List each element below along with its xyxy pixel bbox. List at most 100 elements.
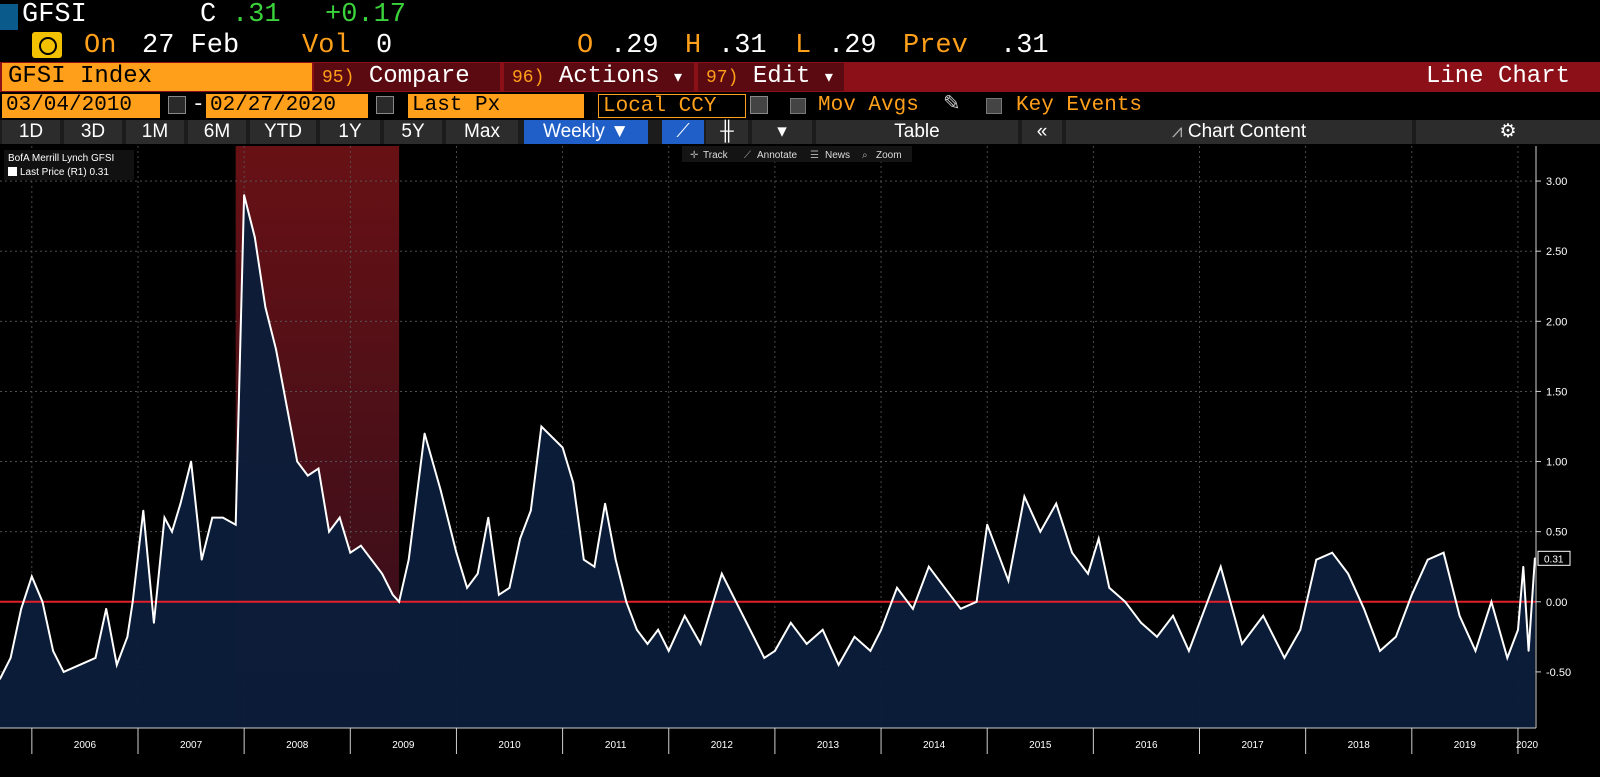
ticker-symbol: GFSI bbox=[22, 0, 87, 30]
data-point bbox=[105, 607, 108, 610]
compare-button[interactable]: 95) Compare bbox=[314, 63, 500, 91]
currency-select[interactable]: Local CCY bbox=[598, 94, 746, 118]
data-point bbox=[853, 635, 856, 638]
alert-icon[interactable] bbox=[32, 32, 62, 58]
pencil-icon[interactable]: ✎ bbox=[943, 94, 961, 117]
legend-entry: Last Price (R1) 0.31 bbox=[20, 167, 109, 178]
actions-button[interactable]: 96) Actions ▾ bbox=[504, 63, 694, 91]
data-point bbox=[636, 628, 638, 631]
data-point bbox=[1517, 628, 1519, 631]
data-point bbox=[391, 593, 394, 596]
data-point bbox=[115, 663, 118, 666]
data-point bbox=[349, 551, 352, 554]
compare-number: 95) bbox=[322, 68, 355, 88]
data-point bbox=[1023, 495, 1026, 498]
data-point bbox=[1527, 649, 1530, 652]
zoom-tool[interactable]: Zoom bbox=[876, 150, 902, 161]
chart-svg: -0.500.000.501.001.502.002.503.00 2006 20… bbox=[0, 146, 1571, 754]
y-tick-label: 3.00 bbox=[1546, 176, 1567, 188]
y-tick-label: 0.00 bbox=[1546, 597, 1567, 609]
data-point bbox=[398, 600, 401, 603]
chevron-down-icon: ▾ bbox=[674, 69, 683, 87]
data-point bbox=[837, 663, 840, 666]
data-point bbox=[896, 586, 898, 589]
range-button-3d[interactable]: 3D bbox=[64, 120, 122, 144]
data-point bbox=[1347, 572, 1350, 575]
track-icon[interactable]: ✛ bbox=[690, 150, 698, 161]
annotate-tool[interactable]: Annotate bbox=[757, 150, 797, 161]
data-point bbox=[1442, 551, 1445, 554]
news-icon[interactable]: ☰ bbox=[810, 150, 819, 161]
collapse-icon[interactable]: « bbox=[1022, 120, 1062, 144]
data-point bbox=[805, 642, 808, 645]
change-value: +0.17 bbox=[325, 0, 407, 30]
data-point bbox=[1198, 621, 1201, 624]
data-point bbox=[41, 600, 44, 603]
data-point bbox=[1097, 537, 1100, 540]
data-point bbox=[604, 502, 606, 505]
table-button[interactable]: Table bbox=[816, 120, 1018, 144]
prev-label: Prev bbox=[903, 31, 968, 61]
line-chart-icon[interactable]: ⟋ bbox=[662, 120, 704, 144]
low-value: .29 bbox=[828, 31, 877, 61]
data-point bbox=[190, 460, 192, 463]
data-point bbox=[1219, 565, 1222, 568]
news-tool[interactable]: News bbox=[825, 150, 850, 161]
data-point bbox=[1156, 635, 1158, 638]
y-tick-label: 2.00 bbox=[1546, 316, 1567, 328]
data-point bbox=[296, 460, 299, 463]
chevron-down-icon[interactable] bbox=[750, 96, 768, 114]
data-point bbox=[789, 621, 792, 624]
calendar-icon[interactable] bbox=[376, 96, 394, 114]
data-point bbox=[253, 236, 256, 239]
range-button-1d[interactable]: 1D bbox=[2, 120, 60, 144]
data-point bbox=[52, 649, 54, 652]
range-button-max[interactable]: Max bbox=[446, 120, 518, 144]
frequency-select[interactable]: Weekly ▼ bbox=[524, 120, 648, 144]
start-date-field[interactable]: 03/04/2010 bbox=[2, 94, 160, 118]
data-point bbox=[285, 404, 288, 407]
data-point bbox=[975, 600, 978, 603]
mov-avgs-checkbox[interactable] bbox=[790, 98, 806, 114]
range-button-5y[interactable]: 5Y bbox=[384, 120, 442, 144]
data-point bbox=[1506, 656, 1509, 659]
data-point bbox=[275, 348, 277, 351]
range-button-1y[interactable]: 1Y bbox=[320, 120, 380, 144]
range-button-1m[interactable]: 1M bbox=[126, 120, 184, 144]
data-point bbox=[763, 656, 766, 659]
chart-area[interactable]: -0.50 0.00 0.50 1.00 1.50 2.00 2.50 3.00 2006 20… bbox=[0, 146, 1600, 772]
data-point bbox=[742, 614, 744, 617]
end-date-field[interactable]: 02/27/2020 bbox=[206, 94, 368, 118]
track-tool[interactable]: Track bbox=[703, 150, 729, 161]
data-point bbox=[572, 481, 575, 484]
calendar-icon[interactable] bbox=[168, 96, 186, 114]
series-points bbox=[0, 194, 1536, 680]
edit-button[interactable]: 97) Edit ▾ bbox=[698, 63, 844, 91]
annotate-icon[interactable]: ⟋ bbox=[744, 150, 751, 161]
data-point bbox=[306, 474, 309, 477]
data-point bbox=[234, 523, 237, 526]
security-field[interactable]: GFSI Index bbox=[2, 63, 312, 91]
range-button-ytd[interactable]: YTD bbox=[250, 120, 316, 144]
zoom-icon[interactable]: ⌕ bbox=[862, 150, 868, 161]
gear-icon[interactable]: ⚙ bbox=[1416, 120, 1600, 144]
data-point bbox=[1410, 593, 1413, 596]
data-point bbox=[582, 558, 585, 561]
data-point bbox=[200, 558, 203, 561]
data-point bbox=[243, 194, 246, 196]
price-field-select[interactable]: Last Px bbox=[408, 94, 584, 118]
bar-chart-icon[interactable]: ╫ bbox=[706, 120, 748, 144]
data-point bbox=[1458, 614, 1461, 617]
chevron-down-icon[interactable]: ▾ bbox=[752, 120, 812, 144]
x-tick-label: 2019 bbox=[1454, 740, 1477, 751]
vol-value: 0 bbox=[376, 31, 393, 61]
x-tick-label: 2006 bbox=[74, 740, 97, 751]
key-events-checkbox[interactable] bbox=[986, 98, 1002, 114]
data-point bbox=[880, 628, 882, 631]
chart-content-button[interactable]: ⩘ Chart Content bbox=[1066, 120, 1412, 144]
y-axis: -0.50 0.00 0.50 1.00 1.50 2.00 2.50 3.00 bbox=[1535, 146, 1571, 728]
data-point bbox=[30, 575, 33, 578]
range-button-6m[interactable]: 6M bbox=[188, 120, 246, 144]
data-point bbox=[1331, 551, 1334, 554]
y-tick-label: 2.50 bbox=[1546, 246, 1567, 258]
